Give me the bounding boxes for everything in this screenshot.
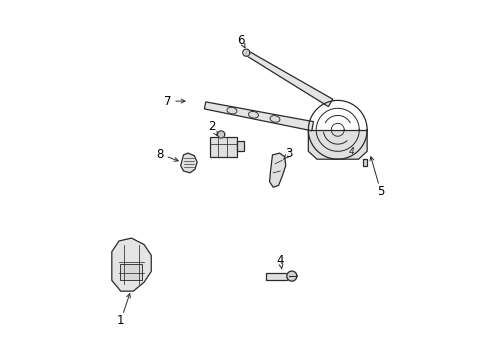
Text: 4: 4 (276, 254, 284, 267)
Polygon shape (112, 238, 151, 291)
Ellipse shape (248, 112, 258, 118)
Polygon shape (269, 153, 285, 187)
Bar (237, 140, 244, 151)
Polygon shape (180, 153, 197, 173)
Text: 5: 5 (376, 185, 384, 198)
Bar (210, 137, 237, 157)
Text: 3: 3 (285, 147, 292, 159)
Polygon shape (362, 159, 366, 166)
Text: 2: 2 (208, 121, 216, 134)
Polygon shape (242, 49, 249, 56)
Polygon shape (286, 271, 296, 281)
Bar (265, 273, 286, 280)
Ellipse shape (226, 107, 236, 114)
Bar (120, 264, 142, 280)
Polygon shape (217, 131, 224, 138)
Text: 6: 6 (237, 33, 244, 47)
Text: 4: 4 (348, 147, 354, 156)
Text: 7: 7 (163, 95, 171, 108)
Text: 8: 8 (156, 148, 163, 161)
Polygon shape (308, 131, 366, 159)
Bar (326, 132, 348, 139)
Ellipse shape (269, 116, 279, 122)
Polygon shape (204, 102, 313, 131)
Polygon shape (244, 50, 332, 107)
Text: 1: 1 (117, 314, 124, 327)
